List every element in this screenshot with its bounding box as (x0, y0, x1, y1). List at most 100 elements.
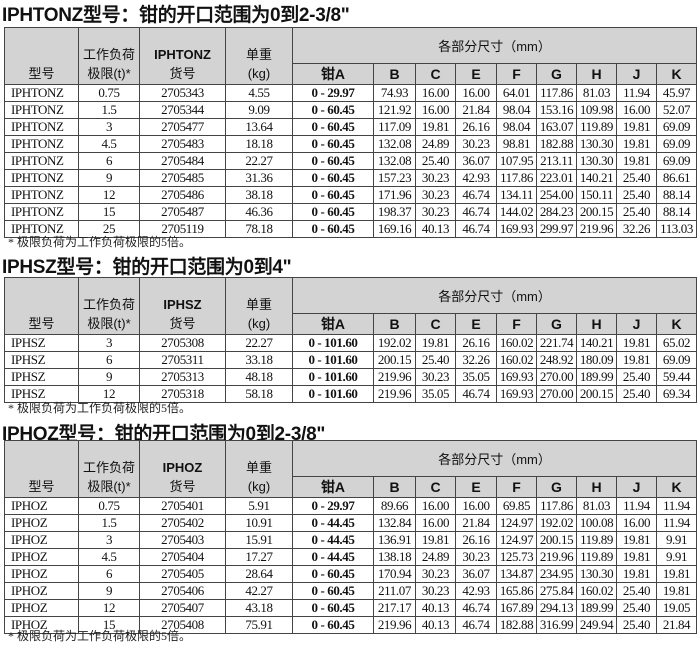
table-cell: 19.81 (616, 351, 657, 369)
table-cell: 46.74 (455, 616, 497, 634)
table-cell: 33.18 (225, 351, 293, 369)
table-cell: 3 (78, 334, 140, 352)
table-cell: 26.16 (455, 334, 497, 352)
table-cell: 6 (78, 152, 140, 170)
table-cell: 21.84 (455, 514, 497, 532)
table-cell: 117.86 (536, 84, 577, 102)
table-cell: 30.23 (415, 186, 456, 204)
table-cell: 169.93 (496, 220, 537, 238)
table-cell: 12 (78, 186, 140, 204)
header-part-no: IPHTONZ 货号 (139, 27, 226, 85)
footnote: * 极限负荷为工作负荷极限的5倍。 (8, 401, 192, 415)
table-cell: 69.09 (655, 118, 698, 136)
table-cell: 2705483 (139, 135, 226, 153)
table-cell: 121.92 (373, 101, 416, 119)
table-cell: 198.37 (373, 203, 416, 221)
table-cell: 0 - 60.45 (292, 101, 374, 119)
table-cell: 2705407 (139, 599, 226, 617)
table-cell: 134.11 (496, 186, 537, 204)
table-cell: 25.40 (616, 385, 657, 403)
table-cell: 30.23 (415, 368, 456, 386)
table-row: IPHTONZ 3 2705477 13.64 0 - 60.45 117.09 19.81… (4, 118, 698, 136)
table-cell: 64.01 (496, 84, 537, 102)
table-cell: 284.23 (536, 203, 577, 221)
header-dim-col: H (576, 476, 617, 498)
spec-table: 型号 工作负荷 极限(t)* IPHTONZ 货号 单重 (kg) 各部分尺寸（mm） 钳A B C… (4, 27, 698, 238)
table-cell: 9 (78, 582, 140, 600)
spec-table: 型号 工作负荷 极限(t)* IPHOZ 货号 单重 (kg) 各部分尺寸（mm） 钳A B C E F… (4, 440, 698, 634)
table-cell: 2705404 (139, 548, 226, 566)
table-cell: 134.87 (496, 565, 537, 583)
table-cell: 2705487 (139, 203, 226, 221)
table-cell: 1.5 (78, 514, 140, 532)
table-cell: 138.18 (373, 548, 416, 566)
table-cell: 25.40 (415, 152, 456, 170)
table-cell: 16.00 (616, 101, 657, 119)
table-cell: IPHOZ (4, 582, 79, 600)
table-cell: IPHTONZ (4, 169, 79, 187)
header-dim-col: B (373, 313, 416, 335)
header-dim-col: B (373, 63, 416, 85)
header-dim-col: H (576, 313, 617, 335)
table-cell: 130.30 (576, 152, 617, 170)
table-cell: IPHTONZ (4, 135, 79, 153)
table-cell: 119.89 (576, 548, 617, 566)
table-cell: 46.74 (455, 220, 497, 238)
table-cell: 192.02 (536, 514, 577, 532)
table-cell: 30.23 (455, 548, 497, 566)
table-cell: 98.81 (496, 135, 537, 153)
table-cell: 2705119 (139, 220, 226, 238)
table-cell: 22.27 (225, 334, 293, 352)
table-cell: 30.23 (415, 203, 456, 221)
table-row: IPHOZ 0.75 2705401 5.91 0 - 29.97 89.66 16.00 1… (4, 497, 698, 515)
header-dim-col: J (616, 476, 657, 498)
header-part-no: IPHOZ 货号 (139, 440, 226, 498)
table-cell: 36.07 (455, 565, 497, 583)
table-cell: 11.94 (616, 497, 657, 515)
table-cell: 15 (78, 203, 140, 221)
table-cell: 189.99 (576, 368, 617, 386)
table-cell: 31.36 (225, 169, 293, 187)
table-cell: 0 - 60.45 (292, 565, 374, 583)
table-cell: 78.18 (225, 220, 293, 238)
table-row: IPHOZ 15 2705408 75.91 0 - 60.45 219.96 40.13 4… (4, 616, 698, 634)
table-cell: 217.17 (373, 599, 416, 617)
table-cell: 2705486 (139, 186, 226, 204)
table-cell: 32.26 (616, 220, 657, 238)
table-cell: 43.18 (225, 599, 293, 617)
header-dim-col: E (455, 63, 497, 85)
table-row: IPHSZ 6 2705311 33.18 0 - 101.60 200.15 25.40 3… (4, 351, 698, 369)
header-dimensions: 各部分尺寸（mm） (291, 27, 698, 64)
table-cell: 132.08 (373, 152, 416, 170)
header-dim-col: C (415, 313, 456, 335)
table-cell: 124.97 (496, 514, 537, 532)
table-cell: 219.96 (373, 385, 416, 403)
table-cell: 69.09 (655, 135, 698, 153)
table-cell: 22.27 (225, 152, 293, 170)
table-cell: 169.93 (496, 368, 537, 386)
table-cell: 16.00 (455, 84, 497, 102)
table-cell: 2705403 (139, 531, 226, 549)
table-row: IPHOZ 4.5 2705404 17.27 0 - 44.45 138.18 24.89… (4, 548, 698, 566)
table-cell: 117.86 (496, 169, 537, 187)
table-cell: 249.94 (576, 616, 617, 634)
table-cell: 65.02 (655, 334, 698, 352)
table-cell: 270.00 (536, 368, 577, 386)
table-cell: 2705402 (139, 514, 226, 532)
table-cell: 1.5 (78, 101, 140, 119)
header-dim-col: G (536, 476, 577, 498)
table-cell: 2705311 (139, 351, 226, 369)
table-cell: 98.04 (496, 101, 537, 119)
table-cell: 157.23 (373, 169, 416, 187)
table-cell: 0.75 (78, 84, 140, 102)
footnote: * 极限负荷为工作负荷极限的5倍。 (8, 235, 192, 249)
table-title: IPHOZ型号：钳的开口范围为0到2-3/8" (2, 424, 326, 445)
table-cell: 19.81 (415, 531, 456, 549)
table-cell: 0 - 60.45 (292, 203, 374, 221)
table-cell: 12 (78, 385, 140, 403)
table-cell: 0.75 (78, 497, 140, 515)
table-cell: 223.01 (536, 169, 577, 187)
table-cell: 16.00 (455, 497, 497, 515)
table-cell: IPHOZ (4, 599, 79, 617)
table-cell: 0 - 29.97 (292, 497, 374, 515)
